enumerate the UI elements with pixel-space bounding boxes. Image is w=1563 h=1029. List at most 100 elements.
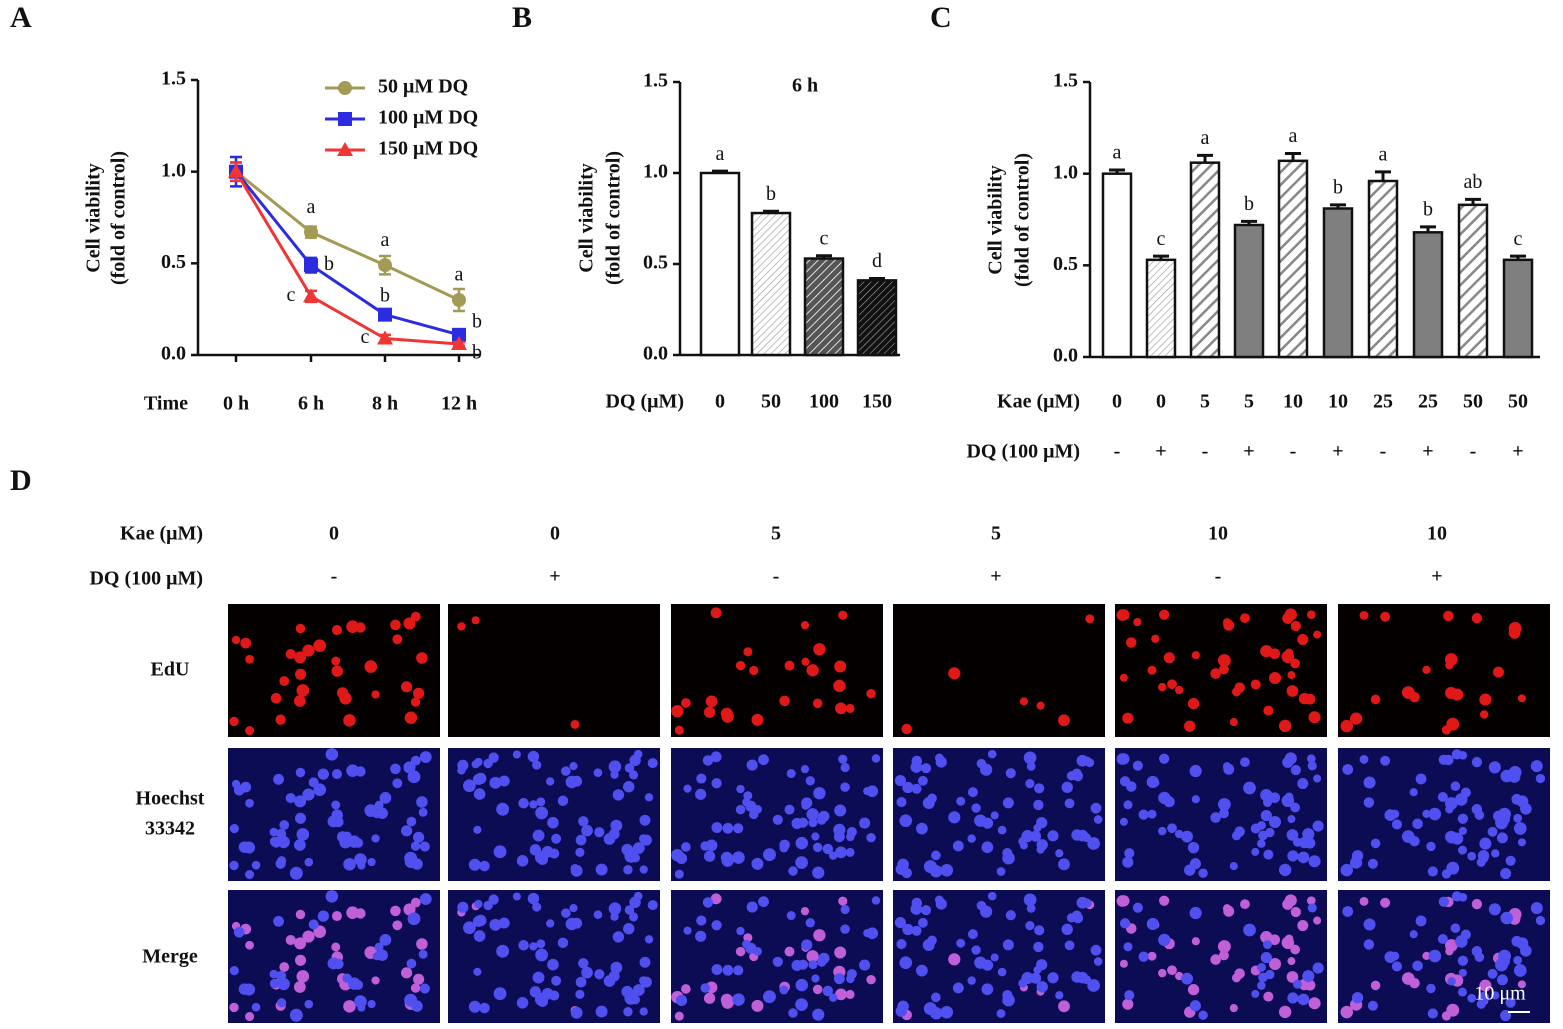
- nucleus: [392, 920, 403, 931]
- nucleus: [1260, 931, 1273, 944]
- nucleus: [948, 953, 961, 966]
- nucleus: [990, 953, 999, 962]
- nucleus: [1530, 760, 1543, 773]
- nucleus: [1122, 856, 1134, 868]
- nucleus: [910, 903, 923, 915]
- nucleus: [1492, 666, 1504, 678]
- nucleus: [333, 958, 344, 970]
- nucleus: [279, 962, 290, 972]
- nucleus: [1471, 898, 1483, 910]
- nucleus: [561, 766, 571, 776]
- nucleus: [1290, 944, 1300, 955]
- nucleus: [1263, 705, 1274, 716]
- nucleus: [922, 797, 935, 810]
- nucleus: [1258, 830, 1268, 841]
- marker: [452, 293, 466, 307]
- nucleus: [940, 863, 954, 877]
- nucleus: [231, 635, 241, 645]
- nucleus: [1258, 972, 1268, 983]
- nucleus: [786, 769, 796, 779]
- nucleus: [1119, 918, 1131, 929]
- nucleus: [1307, 761, 1317, 771]
- nucleus: [1189, 764, 1202, 778]
- nucleus: [1380, 611, 1391, 622]
- nucleus: [621, 985, 634, 998]
- nucleus: [710, 893, 722, 905]
- nucleus: [1263, 991, 1274, 1002]
- nucleus: [608, 760, 622, 773]
- nucleus: [532, 760, 542, 770]
- nucleus: [1458, 892, 1468, 902]
- nucleus: [229, 966, 239, 976]
- nucleus: [751, 713, 764, 726]
- significance-label: c: [820, 227, 829, 249]
- nucleus: [812, 698, 823, 709]
- nucleus: [1313, 916, 1322, 925]
- bar: [1189, 161, 1221, 359]
- nucleus: [871, 896, 881, 905]
- nucleus: [1146, 917, 1159, 931]
- nucleus: [294, 937, 307, 950]
- nucleus: [1093, 815, 1103, 824]
- nucleus: [463, 779, 476, 793]
- nucleus: [1380, 755, 1391, 766]
- nucleus: [971, 803, 981, 813]
- nucleus: [474, 899, 483, 909]
- nucleus: [840, 762, 850, 773]
- nucleus: [1477, 850, 1490, 862]
- nucleus: [834, 946, 847, 959]
- nucleus: [1282, 756, 1294, 768]
- nucleus: [339, 692, 352, 705]
- significance-label: a: [1113, 142, 1122, 164]
- nucleus: [406, 816, 417, 827]
- nucleus: [866, 785, 879, 798]
- significance-label: a: [1289, 125, 1298, 147]
- nucleus: [1530, 902, 1543, 915]
- nucleus: [1306, 896, 1316, 905]
- nucleus: [516, 855, 529, 867]
- nucleus: [1217, 654, 1231, 667]
- nucleus: [866, 927, 879, 940]
- nucleus: [1061, 781, 1073, 793]
- column-label: -: [331, 566, 338, 588]
- nucleus: [610, 912, 619, 921]
- nucleus: [1290, 620, 1301, 632]
- nucleus: [410, 697, 421, 707]
- nucleus: [1167, 679, 1177, 690]
- nucleus: [390, 763, 401, 775]
- nucleus: [918, 917, 928, 928]
- nucleus: [1441, 869, 1452, 879]
- nucleus: [1138, 809, 1149, 820]
- nucleus: [735, 660, 746, 671]
- nucleus: [1118, 753, 1130, 765]
- y-tick-label: 1.0: [643, 161, 668, 183]
- nucleus: [331, 625, 342, 636]
- nucleus: [295, 909, 306, 920]
- nucleus: [418, 949, 428, 959]
- nucleus: [1217, 940, 1231, 953]
- significance-label: a: [1201, 127, 1210, 149]
- nucleus: [779, 985, 789, 995]
- nucleus: [674, 725, 684, 735]
- significance-label: c: [287, 284, 296, 306]
- nucleus: [1450, 781, 1461, 792]
- nucleus: [346, 906, 359, 919]
- nucleus: [1257, 981, 1266, 990]
- nucleus: [901, 723, 912, 735]
- nucleus: [403, 617, 416, 630]
- nucleus: [418, 807, 428, 817]
- nucleus: [1401, 830, 1415, 843]
- x-axis-label: Kae (μM): [997, 391, 1080, 413]
- nucleus: [1036, 839, 1048, 851]
- nucleus: [1087, 837, 1100, 850]
- nucleus: [1422, 951, 1431, 960]
- nucleus: [493, 845, 507, 859]
- nucleus: [1496, 974, 1508, 986]
- nucleus: [392, 634, 403, 645]
- nucleus: [902, 781, 914, 794]
- nucleus: [1441, 725, 1452, 735]
- nucleus: [1132, 902, 1143, 913]
- nucleus: [1278, 863, 1292, 877]
- nucleus: [763, 990, 776, 1004]
- nucleus: [245, 725, 255, 736]
